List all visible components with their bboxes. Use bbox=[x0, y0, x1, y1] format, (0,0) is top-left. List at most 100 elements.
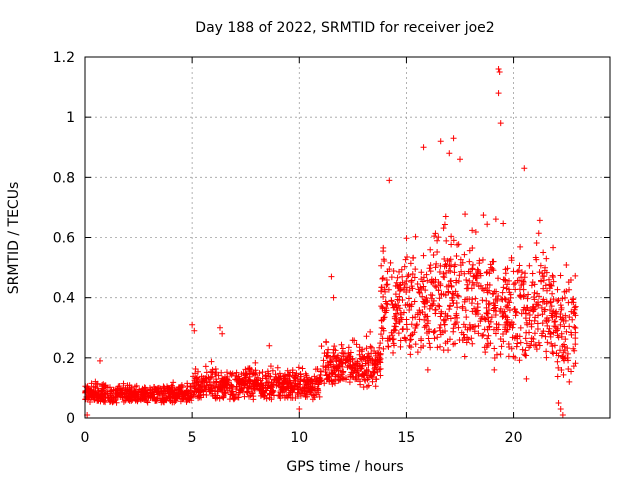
data-point bbox=[441, 316, 448, 323]
data-point bbox=[368, 373, 375, 380]
data-point bbox=[377, 340, 384, 347]
data-point bbox=[530, 304, 537, 311]
data-point bbox=[119, 394, 126, 401]
data-point bbox=[397, 343, 404, 350]
data-point bbox=[555, 334, 562, 341]
data-point bbox=[219, 389, 226, 396]
data-point bbox=[274, 364, 281, 371]
data-point bbox=[269, 381, 276, 388]
data-point bbox=[485, 342, 492, 349]
data-point bbox=[378, 331, 385, 338]
data-point bbox=[528, 323, 535, 330]
data-point bbox=[446, 302, 453, 309]
data-point bbox=[406, 307, 413, 314]
data-point bbox=[466, 247, 473, 254]
y-axis-label: SRMTID / TECUs bbox=[6, 182, 22, 295]
data-point bbox=[550, 274, 557, 281]
data-point bbox=[493, 320, 500, 327]
data-point bbox=[566, 314, 573, 321]
data-point bbox=[248, 366, 255, 373]
data-point bbox=[568, 308, 575, 315]
data-point bbox=[118, 387, 125, 394]
data-point bbox=[212, 394, 219, 401]
data-point bbox=[325, 346, 332, 353]
y-tick-label: 1.2 bbox=[53, 50, 75, 66]
data-point bbox=[507, 294, 514, 301]
data-point bbox=[541, 267, 548, 274]
data-point bbox=[318, 343, 325, 350]
data-point bbox=[196, 387, 203, 394]
data-point bbox=[379, 275, 386, 282]
data-point bbox=[161, 384, 168, 391]
data-point bbox=[426, 340, 433, 347]
data-point bbox=[372, 383, 379, 390]
data-point bbox=[330, 346, 337, 353]
data-point bbox=[267, 373, 274, 380]
data-point bbox=[456, 272, 463, 279]
data-point bbox=[399, 273, 406, 280]
data-point bbox=[425, 317, 432, 324]
data-point bbox=[421, 316, 428, 323]
data-point bbox=[572, 272, 579, 279]
data-point bbox=[402, 281, 409, 288]
data-point bbox=[572, 325, 579, 332]
data-point bbox=[352, 373, 359, 380]
data-point bbox=[550, 244, 557, 251]
data-point bbox=[403, 235, 410, 242]
data-point bbox=[220, 377, 227, 384]
data-point bbox=[515, 267, 522, 274]
data-point bbox=[427, 344, 434, 351]
data-point bbox=[548, 303, 555, 310]
data-point bbox=[380, 325, 387, 332]
data-point bbox=[469, 340, 476, 347]
data-point bbox=[152, 397, 159, 404]
data-point bbox=[325, 364, 332, 371]
data-point bbox=[103, 388, 110, 395]
data-point bbox=[430, 329, 437, 336]
data-point bbox=[236, 378, 243, 385]
data-point bbox=[494, 296, 501, 303]
data-point bbox=[458, 268, 465, 275]
data-point bbox=[480, 287, 487, 294]
data-point bbox=[455, 293, 462, 300]
data-point bbox=[177, 398, 184, 405]
data-point bbox=[228, 384, 235, 391]
data-point bbox=[378, 317, 385, 324]
data-point bbox=[555, 399, 562, 406]
data-point bbox=[283, 380, 290, 387]
data-point bbox=[242, 371, 249, 378]
data-point bbox=[252, 359, 259, 366]
data-point bbox=[190, 391, 197, 398]
data-point bbox=[372, 376, 379, 383]
data-point bbox=[451, 269, 458, 276]
data-point bbox=[418, 276, 425, 283]
data-point bbox=[459, 303, 466, 310]
data-point bbox=[517, 292, 524, 299]
data-point bbox=[353, 341, 360, 348]
data-point bbox=[120, 398, 127, 405]
data-point bbox=[427, 262, 434, 269]
axis-ticks: 0 0.2 0.4 0.6 0.8 1 1.2 0 5 10 15 20 bbox=[53, 50, 610, 446]
data-point bbox=[275, 382, 282, 389]
data-point bbox=[193, 387, 200, 394]
data-point bbox=[554, 373, 561, 380]
data-point bbox=[202, 363, 209, 370]
data-point bbox=[437, 313, 444, 320]
data-point bbox=[539, 311, 546, 318]
data-point bbox=[462, 211, 469, 218]
data-point bbox=[572, 335, 579, 342]
data-point bbox=[89, 393, 96, 400]
data-point bbox=[502, 277, 509, 284]
data-point bbox=[438, 290, 445, 297]
data-point bbox=[443, 269, 450, 276]
data-point bbox=[504, 316, 511, 323]
data-point bbox=[226, 396, 233, 403]
data-point bbox=[414, 321, 421, 328]
data-point bbox=[503, 285, 510, 292]
data-point bbox=[520, 278, 526, 285]
data-point bbox=[112, 396, 119, 403]
data-point bbox=[346, 353, 353, 360]
data-point bbox=[392, 327, 399, 334]
data-point bbox=[519, 346, 526, 353]
data-point bbox=[446, 150, 453, 157]
